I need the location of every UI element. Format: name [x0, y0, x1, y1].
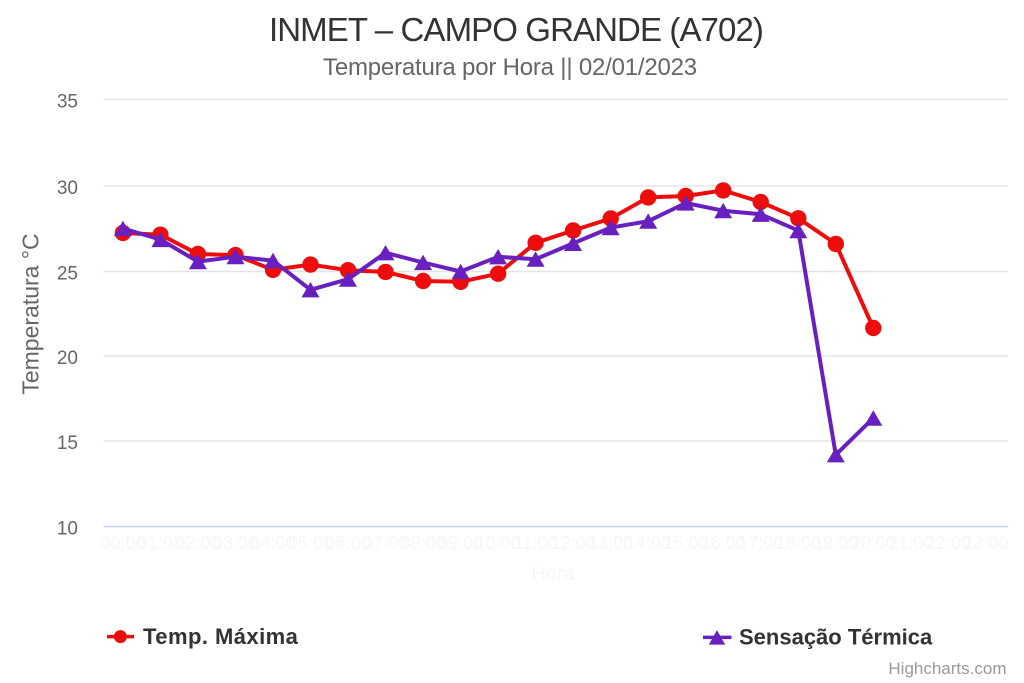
svg-text:Temperatura por Hora || 02/01/: Temperatura por Hora || 02/01/2023 — [323, 54, 697, 81]
svg-text:01:00: 01:00 — [138, 533, 183, 553]
svg-text:30: 30 — [57, 178, 78, 199]
svg-text:17:00: 17:00 — [738, 533, 783, 553]
svg-text:04:00: 04:00 — [250, 533, 295, 553]
svg-text:08:00: 08:00 — [401, 533, 446, 553]
svg-text:Temperatura °C: Temperatura °C — [18, 233, 44, 394]
svg-text:23:00: 23:00 — [963, 533, 1008, 553]
svg-text:09:00: 09:00 — [438, 533, 483, 553]
svg-text:02:00: 02:00 — [175, 533, 220, 553]
svg-text:Temp. Máxima: Temp. Máxima — [143, 624, 299, 649]
svg-text:21:00: 21:00 — [888, 533, 933, 553]
svg-text:INMET – CAMPO GRANDE (A702): INMET – CAMPO GRANDE (A702) — [269, 11, 763, 48]
svg-text:13:00: 13:00 — [588, 533, 633, 553]
svg-text:16:00: 16:00 — [701, 533, 746, 553]
svg-text:11:00: 11:00 — [514, 533, 558, 553]
svg-text:20: 20 — [57, 348, 78, 369]
svg-text:03:00: 03:00 — [213, 533, 258, 553]
svg-text:10: 10 — [57, 519, 78, 540]
svg-text:15:00: 15:00 — [663, 533, 708, 553]
svg-text:10:00: 10:00 — [476, 533, 521, 553]
svg-text:07:00: 07:00 — [363, 533, 408, 553]
svg-text:15: 15 — [57, 433, 78, 454]
svg-text:35: 35 — [57, 92, 78, 113]
svg-text:06:00: 06:00 — [325, 533, 370, 553]
svg-text:12:00: 12:00 — [551, 533, 596, 553]
svg-text:19:00: 19:00 — [813, 533, 858, 553]
svg-text:20:00: 20:00 — [851, 533, 896, 553]
svg-text:00:00: 00:00 — [100, 533, 145, 553]
svg-text:Hora: Hora — [531, 563, 575, 585]
svg-text:18:00: 18:00 — [776, 533, 821, 553]
svg-text:Sensação Térmica: Sensação Térmica — [739, 625, 933, 650]
svg-text:05:00: 05:00 — [288, 533, 333, 553]
svg-text:25: 25 — [57, 264, 78, 285]
svg-text:Highcharts.com: Highcharts.com — [888, 659, 1006, 678]
svg-text:14:00: 14:00 — [626, 533, 671, 553]
svg-text:22:00: 22:00 — [926, 533, 971, 553]
